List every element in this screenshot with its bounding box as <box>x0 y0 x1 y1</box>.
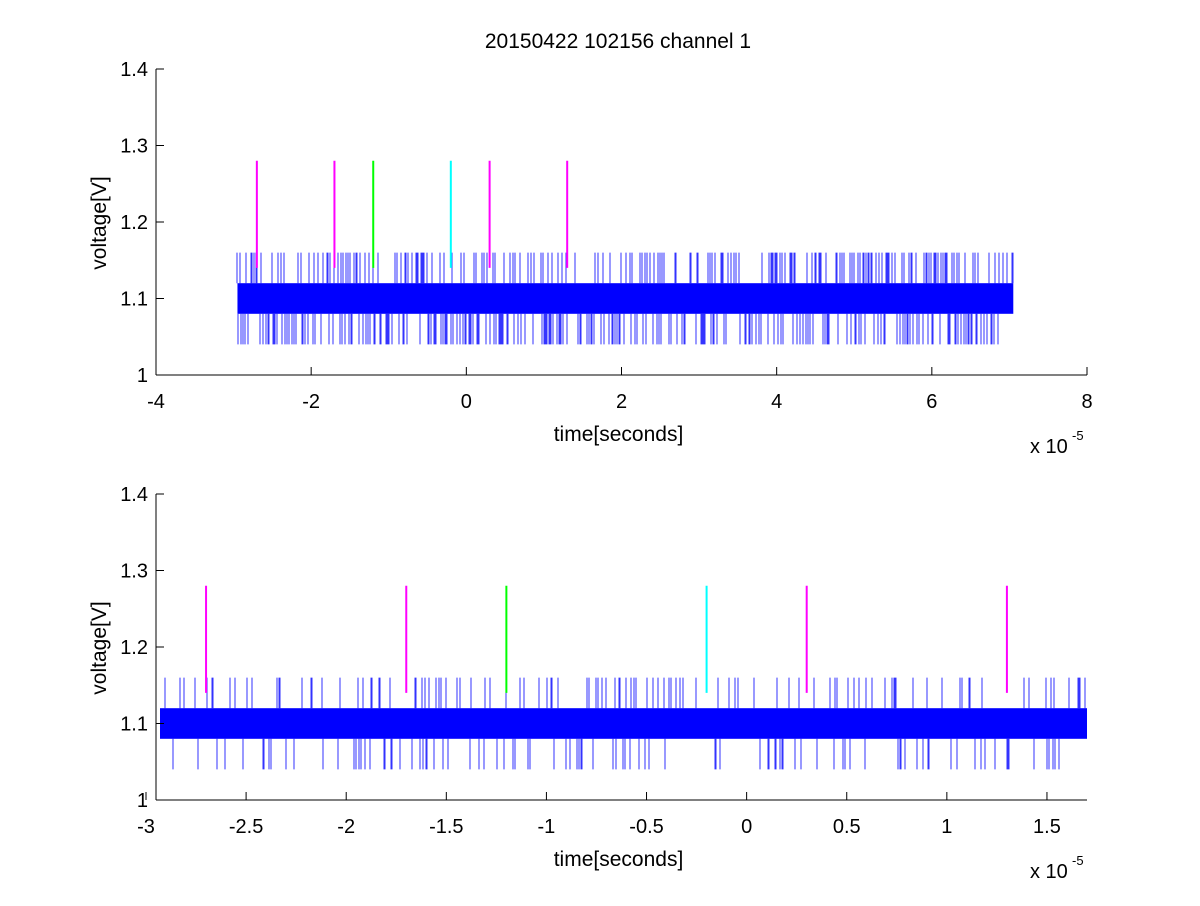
top-xtick-label-0: -4 <box>147 391 165 413</box>
bottom-x-axis-title: time[seconds] <box>554 848 684 871</box>
bottom-xtick-label-4: -1 <box>538 816 556 838</box>
top-xtick-label-5: 6 <box>926 391 937 413</box>
top-xtick-label-1: -2 <box>302 391 320 413</box>
bottom-xtick-label-6: 0 <box>741 816 752 838</box>
bottom-xtick-label-0: -3 <box>137 816 155 838</box>
bottom-x-exponent-base: x 10 <box>1030 861 1068 883</box>
bottom-ytick-label-3: 1.3 <box>120 561 148 583</box>
top-panel: -4 -2 0 2 4 6 8 1 1.1 1.2 1.3 1.4 time[seconds] volta… <box>88 59 1093 458</box>
figure-title: 20150422 102156 channel 1 <box>485 30 751 53</box>
top-x-axis-title: time[seconds] <box>554 423 684 446</box>
top-signal-band <box>237 283 1014 314</box>
top-x-exponent-base: x 10 <box>1030 436 1068 458</box>
top-ytick-label-3: 1.3 <box>120 136 148 158</box>
top-xtick-label-3: 2 <box>616 391 627 413</box>
bottom-ytick-label-2: 1.2 <box>120 637 148 659</box>
bottom-xtick-label-5: -0.5 <box>629 816 663 838</box>
top-ytick-label-0: 1 <box>137 365 148 387</box>
top-x-exponent-power: -5 <box>1072 428 1084 443</box>
bottom-xtick-label-8: 1 <box>941 816 952 838</box>
top-xtick-label-4: 4 <box>771 391 782 413</box>
top-ytick-label-4: 1.4 <box>120 59 148 81</box>
bottom-panel: -3 -2.5 -2 -1.5 -1 -0.5 0 0.5 1 1.5 1 1.1 1.2 1.3 1.4 t… <box>88 484 1088 883</box>
bottom-ytick-label-0: 1 <box>137 790 148 812</box>
bottom-x-exponent-power: -5 <box>1072 853 1084 868</box>
bottom-xtick-label-2: -2 <box>337 816 355 838</box>
bottom-signal-series <box>160 677 1088 770</box>
bottom-signal-band <box>160 708 1088 739</box>
top-xtick-label-6: 8 <box>1081 391 1092 413</box>
bottom-xtick-label-1: -2.5 <box>229 816 263 838</box>
bottom-ytick-label-1: 1.1 <box>120 714 148 736</box>
bottom-xtick-label-7: 0.5 <box>833 816 861 838</box>
top-y-axis-title: voltage[V] <box>88 176 111 269</box>
top-ytick-label-2: 1.2 <box>120 212 148 234</box>
bottom-xtick-label-9: 1.5 <box>1033 816 1061 838</box>
bottom-signal-spikes <box>164 677 1086 770</box>
bottom-ytick-label-4: 1.4 <box>120 484 148 506</box>
bottom-xtick-label-3: -1.5 <box>429 816 463 838</box>
top-ytick-label-1: 1.1 <box>120 289 148 311</box>
top-xtick-label-2: 0 <box>461 391 472 413</box>
top-signal-series <box>236 252 1014 345</box>
top-signal-spikes <box>236 252 1014 345</box>
bottom-y-axis-title: voltage[V] <box>88 601 111 694</box>
